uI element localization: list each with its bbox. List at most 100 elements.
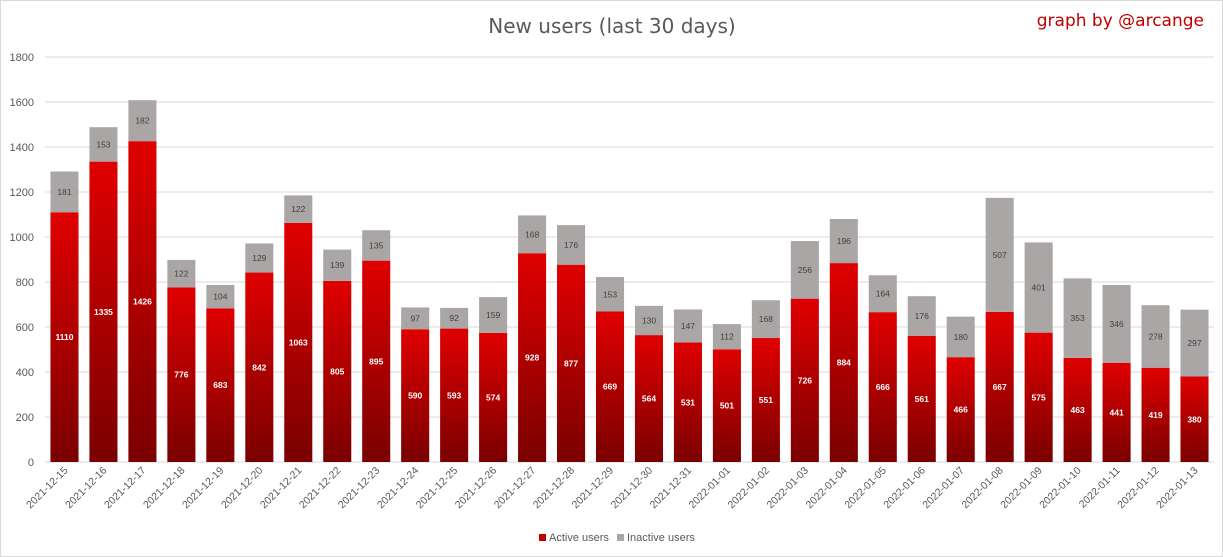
- bar-active: [323, 280, 352, 462]
- data-label-inactive: 168: [525, 229, 539, 239]
- bar-inactive: [557, 225, 586, 265]
- bar-active: [790, 298, 819, 462]
- y-tick-label: 1400: [10, 142, 34, 154]
- y-tick-label: 1200: [10, 187, 34, 199]
- bar-inactive: [946, 316, 975, 358]
- bar-active: [50, 212, 79, 462]
- data-label-active: 895: [369, 356, 383, 366]
- data-label-active: 805: [330, 366, 344, 376]
- bar-inactive: [634, 305, 664, 336]
- y-tick-label: 1000: [10, 232, 34, 244]
- data-label-inactive: 181: [57, 187, 71, 197]
- bar-active: [1180, 376, 1209, 462]
- bar-inactive: [323, 249, 352, 281]
- bar-active: [1063, 357, 1092, 462]
- data-label-inactive: 182: [135, 116, 149, 126]
- bar-active: [868, 312, 897, 462]
- bar-inactive: [362, 230, 391, 261]
- bar-active: [206, 308, 235, 462]
- data-label-active: 551: [759, 395, 773, 405]
- chart-title: New users (last 30 days): [488, 14, 735, 38]
- legend-swatch-active: [539, 534, 546, 541]
- legend-label-active: Active users: [549, 532, 609, 544]
- bar-active: [245, 272, 274, 462]
- data-label-inactive: 147: [681, 321, 695, 331]
- data-label-inactive: 104: [213, 292, 227, 302]
- chart-credit: graph by @arcange: [1037, 11, 1204, 31]
- x-axis-ticks: 2021-12-152021-12-162021-12-172021-12-18…: [24, 465, 1201, 512]
- data-label-inactive: 507: [993, 250, 1007, 260]
- bar-inactive: [128, 100, 157, 142]
- data-label-active: 776: [174, 370, 188, 380]
- bar-active: [907, 335, 936, 462]
- y-tick-label: 1800: [10, 52, 34, 64]
- bar-inactive: [868, 275, 897, 313]
- data-label-active: 1426: [133, 297, 152, 307]
- data-label-inactive: 122: [291, 204, 305, 214]
- data-label-inactive: 196: [837, 236, 851, 246]
- bar-active: [634, 335, 664, 462]
- data-label-inactive: 401: [1032, 283, 1046, 293]
- data-label-active: 726: [798, 375, 812, 385]
- bar-inactive: [518, 215, 547, 254]
- bar-active: [401, 329, 430, 462]
- bar-inactive: [1141, 305, 1170, 368]
- data-label-active: 531: [681, 397, 695, 407]
- data-label-inactive: 180: [954, 332, 968, 342]
- y-tick-label: 200: [16, 412, 34, 424]
- data-label-active: 380: [1187, 414, 1201, 424]
- data-label-active: 928: [525, 353, 539, 363]
- data-label-inactive: 176: [915, 311, 929, 321]
- data-label-active: 466: [954, 405, 968, 415]
- y-tick-label: 400: [16, 367, 34, 379]
- bar-active: [712, 349, 741, 462]
- bar-inactive: [712, 324, 741, 350]
- bar-inactive: [829, 219, 858, 264]
- bar-inactive: [790, 241, 819, 299]
- bar-inactive: [1024, 242, 1053, 333]
- data-label-inactive: 297: [1187, 338, 1201, 348]
- data-label-inactive: 129: [252, 253, 266, 263]
- data-label-inactive: 164: [876, 289, 890, 299]
- legend-label-inactive: Inactive users: [627, 532, 695, 544]
- bar-inactive: [1063, 278, 1092, 358]
- bar-active: [1141, 367, 1170, 462]
- bar-active: [985, 311, 1014, 462]
- legend-swatch-inactive: [617, 534, 624, 541]
- data-label-active: 1063: [289, 337, 308, 347]
- legend: Active users Inactive users: [539, 532, 695, 544]
- bar-inactive: [673, 309, 702, 343]
- bar-active: [1024, 332, 1053, 462]
- bar-inactive: [751, 300, 780, 339]
- data-label-active: 593: [447, 390, 461, 400]
- bar-active: [751, 338, 780, 462]
- y-axis-ticks: 0 200 400 600 800 1000 1200 1400 1600 1800: [10, 52, 34, 469]
- data-label-active: 884: [837, 358, 851, 368]
- data-label-inactive: 353: [1071, 313, 1085, 323]
- bar-inactive: [440, 307, 469, 329]
- bar-inactive: [401, 307, 430, 330]
- data-label-active: 669: [603, 382, 617, 392]
- data-label-inactive: 176: [564, 240, 578, 250]
- data-label-inactive: 278: [1148, 331, 1162, 341]
- bar-active: [946, 357, 975, 462]
- data-label-inactive: 92: [449, 313, 459, 323]
- data-label-active: 842: [252, 362, 266, 372]
- bar-inactive: [167, 259, 196, 288]
- bar-inactive: [1180, 309, 1209, 377]
- data-label-active: 441: [1109, 407, 1123, 417]
- data-label-inactive: 346: [1109, 319, 1123, 329]
- data-label-inactive: 153: [96, 139, 110, 149]
- data-label-inactive: 135: [369, 240, 383, 250]
- data-label-inactive: 159: [486, 310, 500, 320]
- data-label-active: 561: [915, 394, 929, 404]
- bar-inactive: [206, 284, 235, 309]
- bars: 1110 181 1335 153 1426 182 776 122 683 104 842 129 1…: [50, 100, 1209, 462]
- data-label-active: 667: [993, 382, 1007, 392]
- y-tick-label: 0: [28, 457, 34, 469]
- bar-inactive: [907, 296, 936, 336]
- bar-active: [167, 287, 196, 462]
- bar-inactive: [50, 171, 79, 213]
- data-label-active: 590: [408, 391, 422, 401]
